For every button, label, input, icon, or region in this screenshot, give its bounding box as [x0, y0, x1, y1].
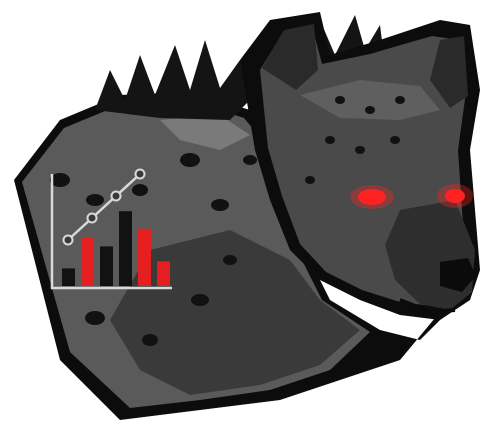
eye-right-icon — [445, 189, 465, 203]
nose-icon — [440, 258, 476, 292]
chart-point — [110, 190, 122, 202]
head-top-light — [300, 80, 440, 120]
eyes — [350, 184, 473, 209]
chart-bar — [62, 268, 75, 286]
mouth-line — [399, 298, 456, 315]
chart-axes — [50, 174, 172, 290]
neck-shade — [110, 230, 360, 395]
chart-emblem — [50, 168, 172, 290]
ear-right — [430, 36, 468, 108]
spots — [50, 96, 405, 346]
neck-highlight — [160, 115, 250, 150]
hyena-head — [240, 12, 480, 320]
chart-bar — [157, 261, 170, 286]
chart-bar — [138, 228, 151, 286]
chart-trend-points — [62, 168, 146, 246]
ear-left — [262, 24, 318, 90]
chart-point — [86, 212, 98, 224]
chart-bar — [100, 246, 113, 286]
chart-bar — [119, 211, 132, 286]
eye-left-icon — [358, 189, 386, 205]
chart-trend-line — [67, 173, 141, 241]
chart-bars — [62, 211, 170, 286]
chart-bar — [81, 237, 94, 286]
chart-point — [62, 234, 74, 246]
chart-point — [134, 168, 146, 180]
